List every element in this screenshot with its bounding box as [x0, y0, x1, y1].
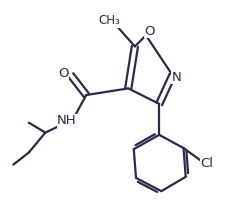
Text: N: N	[171, 71, 180, 84]
Text: NH: NH	[57, 114, 76, 127]
Text: O: O	[57, 67, 68, 80]
Text: O: O	[143, 25, 154, 38]
Text: CH₃: CH₃	[98, 15, 120, 27]
Text: Cl: Cl	[199, 157, 212, 170]
